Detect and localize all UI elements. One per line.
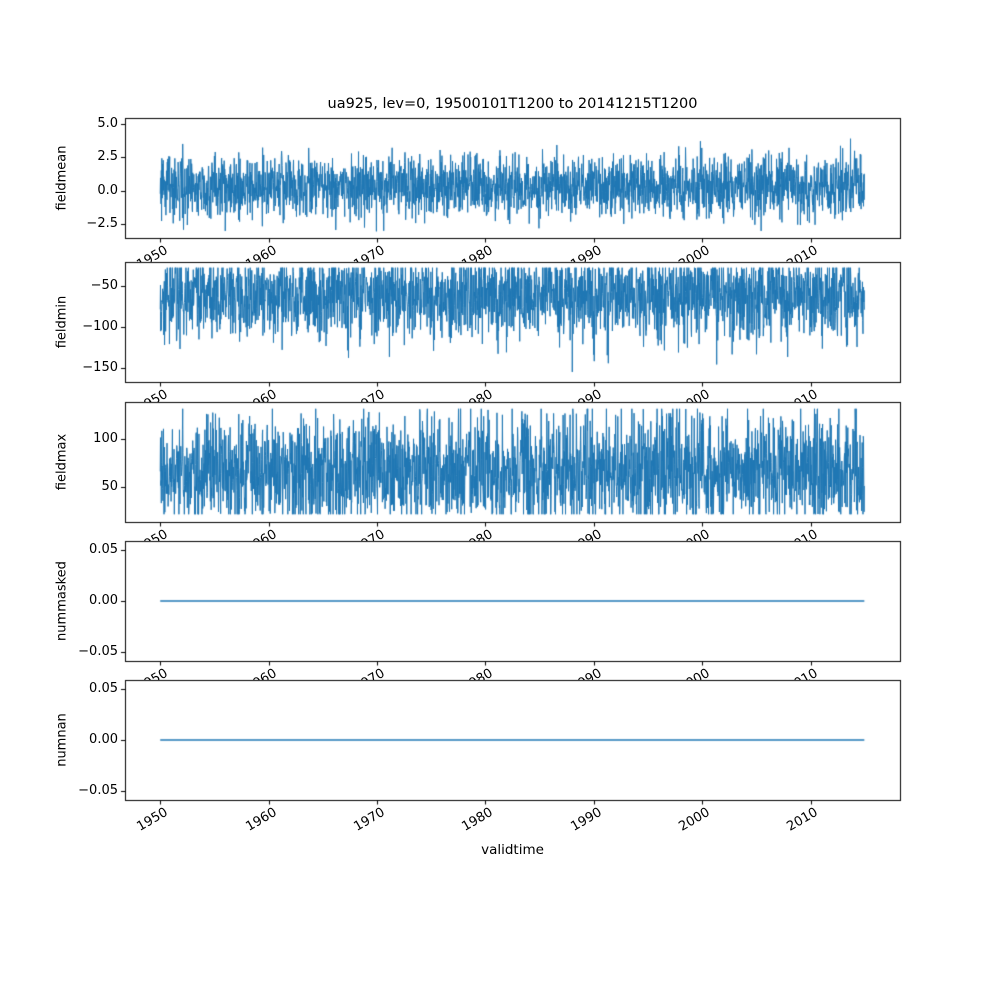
y-tick-label: −2.5 [86,216,118,231]
x-tick-label-row: 1950 1960 1970 1980 1990 2000 2010 [0,523,1000,541]
y-axis-label: fieldmax [54,433,70,491]
y-axis-label: numnan [54,713,70,767]
x-tick-label: 2010 [785,527,821,541]
x-tick-label: 1960 [243,666,279,680]
x-tick-label: 2000 [677,527,713,541]
x-tick-label: 1990 [568,243,605,262]
y-tick-label: 0.00 [89,732,118,747]
y-axis-label: fieldmin [54,295,70,349]
x-tick-label: 1950 [134,243,171,262]
y-tick-label: −0.05 [78,644,118,660]
x-tick-label-row: 1950 1960 1970 1980 1990 2000 2010 [0,383,1000,402]
x-tick-label: 1990 [568,666,604,680]
x-tick-label: 1990 [568,805,605,835]
y-tick-label: 0.05 [89,541,118,557]
x-tick-label: 1950 [135,527,171,541]
x-tick-label: 1970 [351,527,387,541]
x-axis-label: validtime [481,842,544,858]
y-tick-label: −150 [82,360,118,376]
x-tick-label: 2000 [676,387,713,402]
x-tick-label: 1960 [242,805,280,835]
x-tick-label: 2000 [676,805,713,835]
x-tick-label: 1970 [351,805,388,835]
x-tick-label: 1960 [242,243,280,262]
y-tick-label: 50 [101,479,118,495]
x-tick-label: 1960 [242,387,280,402]
x-tick-label: 1990 [568,387,605,402]
x-tick-label: 1970 [351,387,388,402]
x-tick-label: 1970 [351,666,387,680]
x-tick-label-row: 1950 1960 1970 1980 1990 2000 2010 [0,801,1000,847]
x-tick-label-row: 1950 1960 1970 1980 1990 2000 2010 [0,662,1000,680]
y-tick-label: −50 [90,278,118,294]
y-tick-label: −0.05 [78,783,118,799]
x-tick-label: 1970 [351,243,388,262]
x-tick-label: 2000 [676,243,713,262]
y-axis-label: fieldmean [54,145,70,211]
y-axis-label: nummasked [54,561,70,641]
x-tick-label: 1980 [459,243,496,262]
x-tick-label: 2000 [677,666,713,680]
y-tick-label: 0.05 [89,680,118,696]
x-tick-label: 2010 [785,666,821,680]
x-tick-label: 2010 [784,243,822,262]
x-tick-label: 1990 [568,527,604,541]
x-tick-label: 2010 [784,387,822,402]
y-tick-label: 0.0 [97,182,118,198]
x-tick-label: 1980 [459,387,496,402]
x-tick-label: 1980 [460,666,496,680]
y-tick-label: 0.00 [89,593,118,608]
x-tick-label: 1950 [134,387,171,402]
x-tick-label: 1950 [135,666,171,680]
x-tick-label: 1980 [459,805,496,835]
y-tick-label: 100 [93,430,118,446]
chart-title: ua925, lev=0, 19500101T1200 to 20141215T… [327,96,698,112]
x-tick-label: 1950 [134,805,171,835]
x-tick-label: 2010 [784,805,822,835]
y-tick-label: 5.0 [97,116,118,131]
x-tick-label-row: 1950 1960 1970 1980 1990 2000 2010 [0,239,1000,262]
y-tick-label: −100 [82,319,118,335]
x-tick-label: 1980 [460,527,496,541]
x-tick-label: 1960 [243,527,279,541]
y-tick-label: 2.5 [97,149,118,165]
